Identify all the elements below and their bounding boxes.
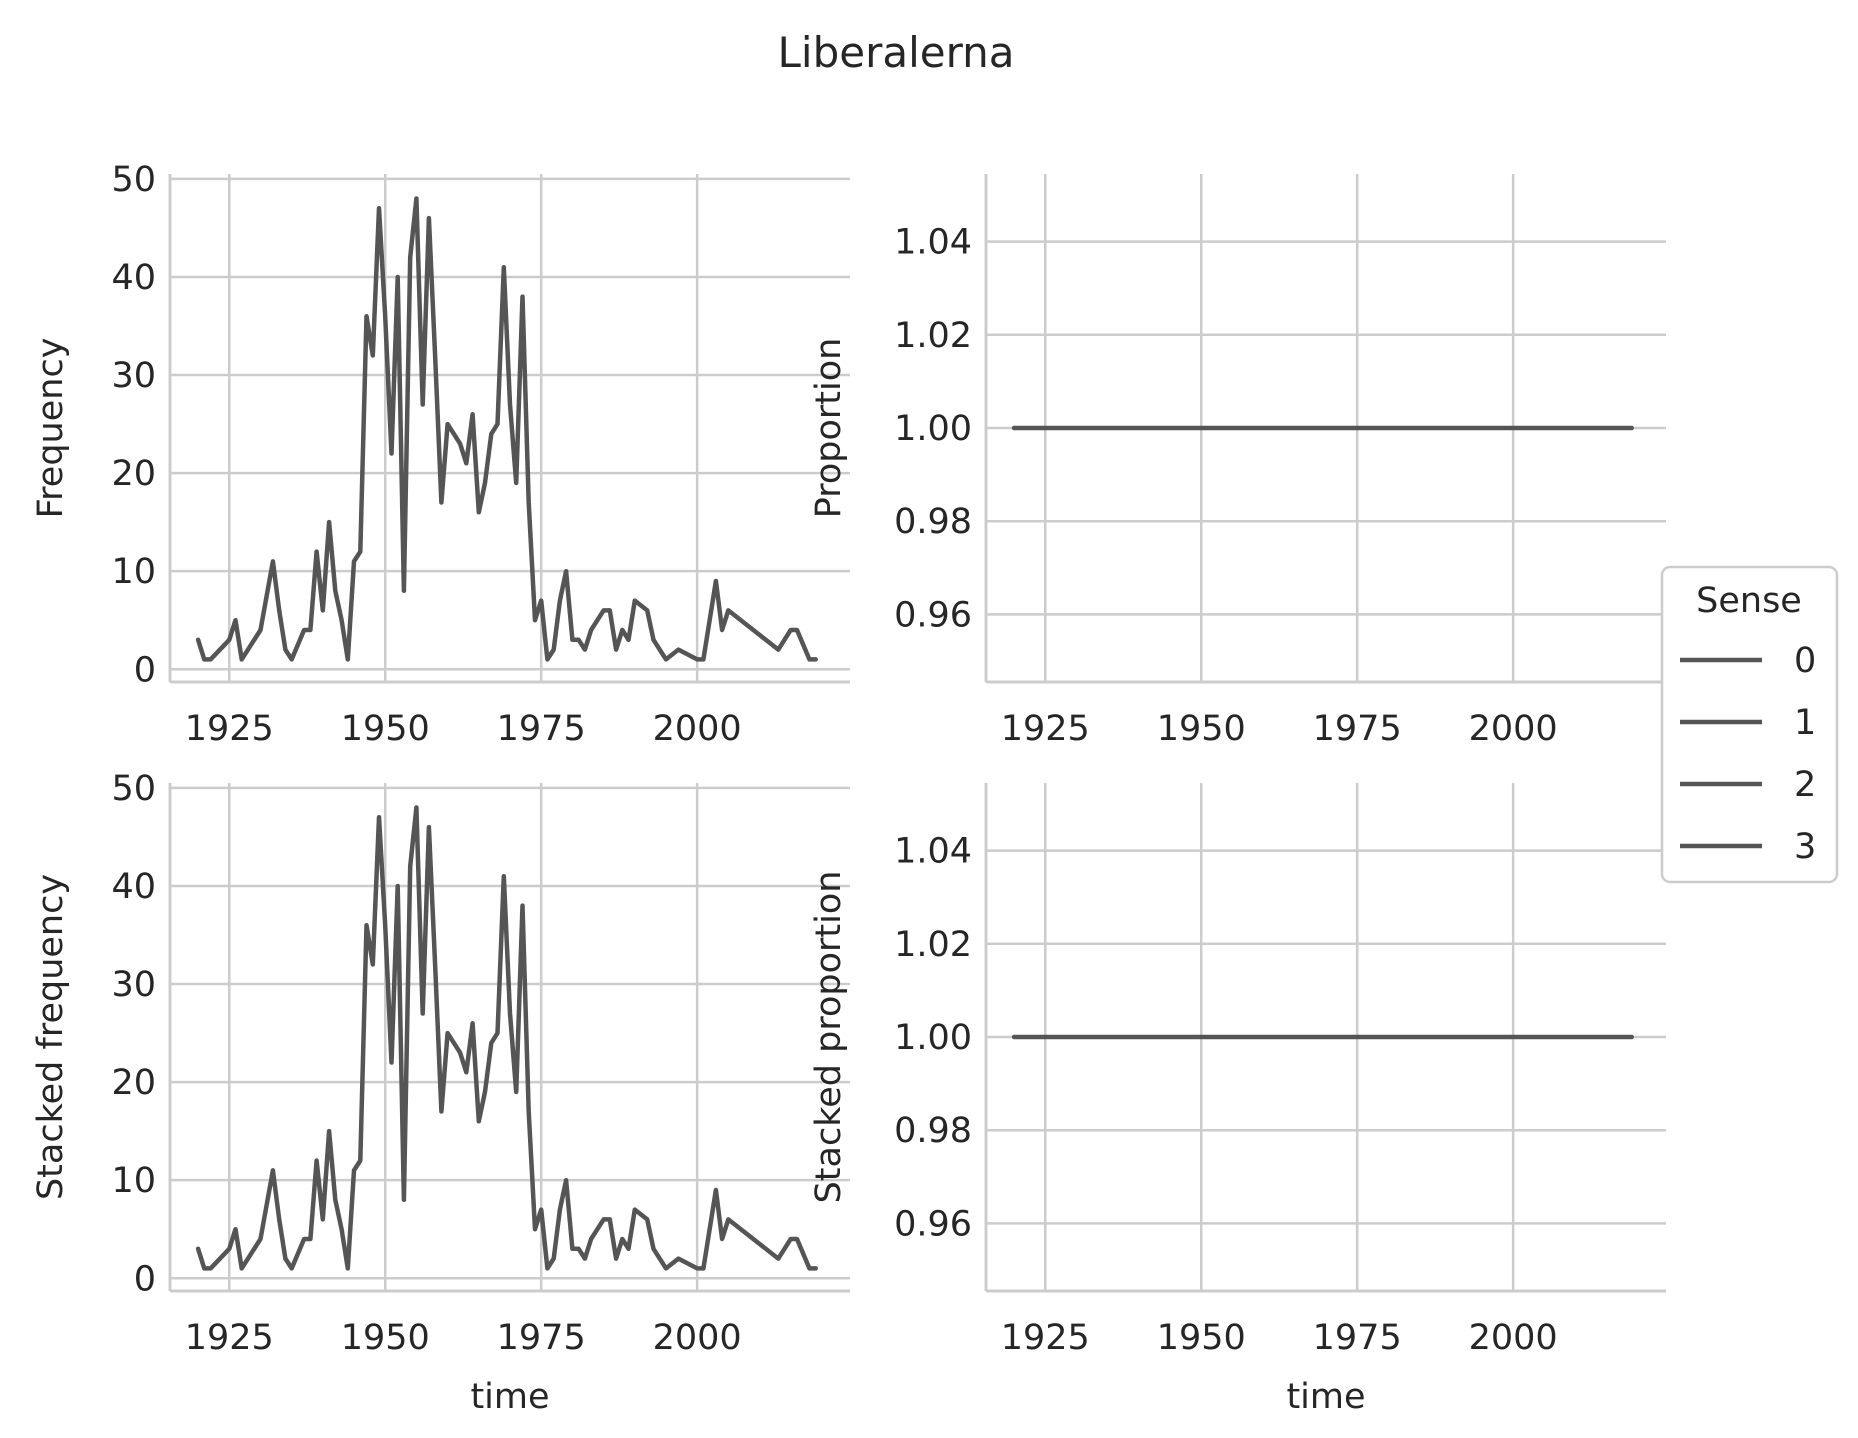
- y-axis-label: Proportion: [809, 338, 849, 519]
- subplots: 1925 1950 1975 200001020304050Frequency1925…: [31, 160, 1666, 1417]
- y-tick-label: 1.00: [894, 409, 972, 449]
- x-tick-label: 2000: [1469, 1318, 1558, 1358]
- y-tick-label: 20: [111, 454, 156, 494]
- y-tick-label: 1.00: [894, 1018, 972, 1058]
- y-tick-label: 40: [111, 258, 156, 298]
- subplot-stacked-frequency: 1925 1950 1975 2000 0 10 20 30 40 50 Stacked frequ…: [31, 769, 850, 1417]
- y-tick-label: 20: [111, 1063, 156, 1103]
- y-tick-label: 50: [111, 160, 156, 200]
- y-tick-label: 1.04: [894, 223, 972, 263]
- x-tick-label: 1950: [1157, 709, 1246, 749]
- y-axis-label: Stacked proportion: [809, 871, 849, 1204]
- x-tick-label: 1975: [1313, 709, 1402, 749]
- y-tick-label: 30: [111, 356, 156, 396]
- y-tick-label: 0.96: [894, 1204, 972, 1244]
- x-tick-label: 2000: [1469, 709, 1558, 749]
- subplot-proportion: 1925 1950 1975 2000 0.96 0.98 1.00 1.02 1.04 Prop…: [809, 174, 1666, 749]
- y-tick-label: 1.02: [894, 316, 972, 356]
- y-tick-label: 30: [111, 965, 156, 1005]
- x-tick-label: 2000: [653, 1318, 742, 1358]
- y-tick-label: 0.96: [894, 595, 972, 635]
- series-line: [195, 196, 818, 662]
- y-tick-label: 10: [111, 552, 156, 592]
- legend-title: Sense: [1696, 581, 1802, 621]
- y-tick-label: 0.98: [894, 502, 972, 542]
- x-tick-label: 1950: [341, 709, 430, 749]
- x-tick-label: 1925: [185, 1318, 274, 1358]
- subplot-stacked-proportion: 1925 1950 1975 2000 0.96 0.98 1.00 1.02 1.04 Stac…: [809, 783, 1666, 1417]
- y-axis-label: Frequency: [31, 338, 71, 519]
- y-tick-label: 10: [111, 1161, 156, 1201]
- series-line: [195, 805, 818, 1271]
- x-tick-label: 1975: [497, 709, 586, 749]
- x-tick-label: 1975: [1313, 1318, 1402, 1358]
- x-tick-label: 1950: [1157, 1318, 1246, 1358]
- y-tick-label: 40: [111, 867, 156, 907]
- x-tick-label: 1975: [497, 1318, 586, 1358]
- figure-title: Liberalerna: [778, 28, 1015, 77]
- y-tick-label: 50: [111, 769, 156, 809]
- y-axis-label: Stacked frequency: [31, 874, 71, 1200]
- subplot-frequency: 1925 1950 1975 2000 0 10 20 30 40 50 Frequency: [31, 160, 850, 749]
- y-tick-label: 0.98: [894, 1111, 972, 1151]
- legend-label: 3: [1794, 827, 1816, 867]
- legend-label: 0: [1794, 641, 1816, 681]
- x-tick-label: 1925: [185, 709, 274, 749]
- x-axis-label: time: [470, 1377, 549, 1417]
- legend-label: 1: [1794, 703, 1816, 743]
- x-axis-label: time: [1286, 1377, 1365, 1417]
- y-tick-label: 1.02: [894, 925, 972, 965]
- x-tick-label: 1925: [1001, 709, 1090, 749]
- x-tick-label: 2000: [653, 709, 742, 749]
- y-tick-label: 0: [134, 650, 156, 690]
- legend-label: 2: [1794, 765, 1816, 805]
- y-tick-label: 1.04: [894, 832, 972, 872]
- x-tick-label: 1950: [341, 1318, 430, 1358]
- y-tick-label: 0: [134, 1259, 156, 1299]
- x-tick-label: 1925: [1001, 1318, 1090, 1358]
- legend: Sense 0 1 2 3: [1660, 565, 1839, 884]
- legend-frame: [1660, 565, 1839, 884]
